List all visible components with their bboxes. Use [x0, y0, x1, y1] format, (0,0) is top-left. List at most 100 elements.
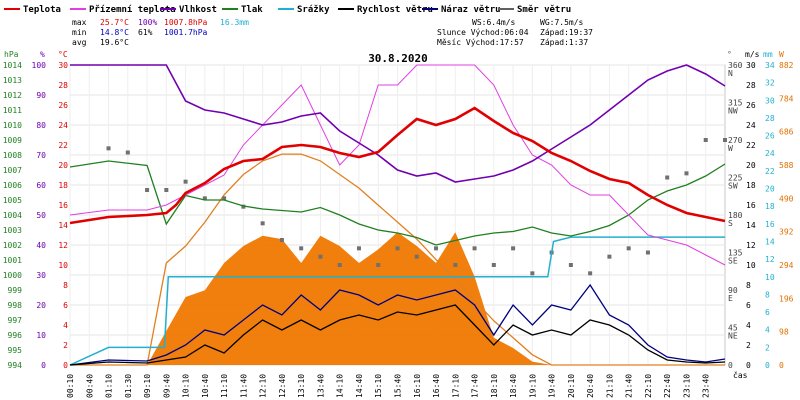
legend-label-temp: Teplota — [23, 5, 61, 15]
x-tick-label: 20:40 — [586, 374, 595, 398]
wind-dir-point — [434, 246, 439, 251]
ms-tick-label: 18 — [746, 181, 756, 190]
legend-label-feels: Přízemní teplota — [89, 5, 176, 15]
c-tick-label: 28 — [58, 81, 68, 90]
c-tick-label: 12 — [58, 241, 68, 250]
legend-label-dir: Směr větru — [517, 4, 571, 15]
x-tick-label: 19:10 — [528, 374, 537, 398]
ms-tick-label: 30 — [746, 61, 756, 70]
x-tick-label: 15:40 — [394, 374, 403, 398]
x-tick-label: 17:10 — [451, 374, 460, 398]
hpa-unit: hPa — [4, 50, 19, 59]
deg-dir-label: NE — [728, 332, 738, 341]
x-tick-label: 18:40 — [509, 374, 518, 398]
wind-dir-point — [356, 246, 361, 251]
mm-tick-label: 2 — [765, 343, 770, 352]
wind-dir-point — [588, 271, 593, 276]
radiation-area — [70, 232, 725, 365]
x-tick-label: 16:40 — [432, 374, 441, 398]
stats-min-temp: 14.8°C — [100, 28, 129, 37]
x-tick-label: 12:10 — [259, 374, 268, 398]
wind-dir-point — [183, 179, 188, 184]
mm-tick-label: 6 — [765, 308, 770, 317]
pct-unit: % — [40, 50, 45, 59]
mm-tick-label: 20 — [765, 185, 775, 194]
wind-dir-point — [511, 246, 516, 251]
x-tick-label: 16:10 — [413, 374, 422, 398]
legend-label-rain: Srážky — [297, 5, 330, 15]
axis-units: hPa % °C ° m/s mm W čas — [4, 50, 784, 380]
x-tick-label: 22:40 — [663, 374, 672, 398]
w-tick-label: 392 — [779, 228, 794, 237]
wind-dir-point — [530, 271, 535, 276]
deg-dir-label: NW — [728, 107, 738, 116]
stats-block: max 25.7°C 100% 1007.8hPa 16.3mm min 14.… — [72, 18, 249, 47]
stats-max-press: 1007.8hPa — [164, 18, 208, 27]
stats-min-press: 1001.7hPa — [164, 28, 208, 37]
mm-tick-label: 12 — [765, 255, 775, 264]
wind-dir-point — [665, 175, 670, 180]
wind-dir-point — [164, 188, 169, 192]
ms-tick-label: 12 — [746, 241, 756, 250]
ms-tick-label: 0 — [746, 361, 751, 370]
mm-tick-label: 30 — [765, 96, 775, 105]
hpa-tick-label: 1014 — [3, 61, 22, 70]
w-tick-label: 98 — [779, 328, 789, 337]
info-sun: Slunce Východ:06:04 — [437, 28, 529, 37]
ms-tick-label: 2 — [746, 341, 751, 350]
mm-tick-label: 14 — [765, 237, 775, 246]
wind-dir-point — [626, 246, 631, 251]
ms-tick-label: 26 — [746, 101, 756, 110]
solar-curve — [70, 153, 725, 366]
ms-tick-label: 6 — [746, 301, 751, 310]
x-tick-label: 12:40 — [278, 374, 287, 398]
axes-layer: 9949959969979989991000100110021003100410… — [3, 61, 794, 398]
x-tick-label: 18:10 — [490, 374, 499, 398]
mm-tick-label: 28 — [765, 114, 775, 123]
x-tick-label: 19:40 — [548, 374, 557, 398]
c-tick-label: 10 — [58, 261, 68, 270]
ms-tick-label: 8 — [746, 281, 751, 290]
deg-tick-label: 180 — [728, 211, 743, 220]
feels-temp-line — [69, 64, 726, 266]
x-tick-label: 21:40 — [625, 374, 634, 398]
c-tick-label: 30 — [58, 61, 68, 70]
hpa-tick-label: 1002 — [3, 241, 22, 250]
stats-max-temp: 25.7°C — [100, 18, 129, 27]
hpa-tick-label: 999 — [8, 286, 23, 295]
w-tick-label: 490 — [779, 194, 794, 203]
info-ws: WS:6.4m/s — [472, 18, 516, 27]
mm-tick-label: 4 — [765, 326, 770, 335]
mm-tick-label: 10 — [765, 273, 775, 282]
deg-tick-label: 135 — [728, 249, 743, 258]
pct-tick-label: 30 — [36, 271, 46, 280]
x-tick-label: 20:10 — [567, 374, 576, 398]
wind-dir-point — [260, 221, 265, 226]
mm-tick-label: 26 — [765, 132, 775, 141]
hpa-tick-label: 996 — [8, 331, 23, 340]
mm-tick-label: 24 — [765, 149, 775, 158]
wind-dir-point — [125, 150, 130, 155]
deg-dir-label: E — [728, 294, 733, 303]
pct-tick-label: 90 — [36, 91, 46, 100]
time-unit: čas — [733, 370, 748, 380]
humidity-line — [70, 64, 726, 183]
mm-tick-label: 0 — [765, 361, 770, 370]
info-sun-set: Západ:19:37 — [540, 28, 593, 37]
w-tick-label: 882 — [779, 61, 794, 70]
deg-dir-label: N — [728, 69, 733, 78]
legend-label-hum: Vlhkost — [179, 5, 217, 15]
wind-dir-point — [279, 238, 284, 242]
c-tick-label: 0 — [63, 361, 68, 370]
mm-tick-label: 34 — [765, 61, 775, 70]
wind-dir-point — [376, 263, 381, 267]
x-tick-label: 00:40 — [85, 374, 94, 398]
stats-min-label: min — [72, 28, 87, 37]
ms-tick-label: 20 — [746, 161, 756, 170]
deg-tick-label: 270 — [728, 136, 743, 145]
x-tick-label: 23:40 — [702, 374, 711, 398]
w-tick-label: 0 — [779, 361, 784, 370]
x-tick-label: 11:10 — [220, 374, 229, 398]
x-tick-label: 01:30 — [124, 374, 133, 398]
